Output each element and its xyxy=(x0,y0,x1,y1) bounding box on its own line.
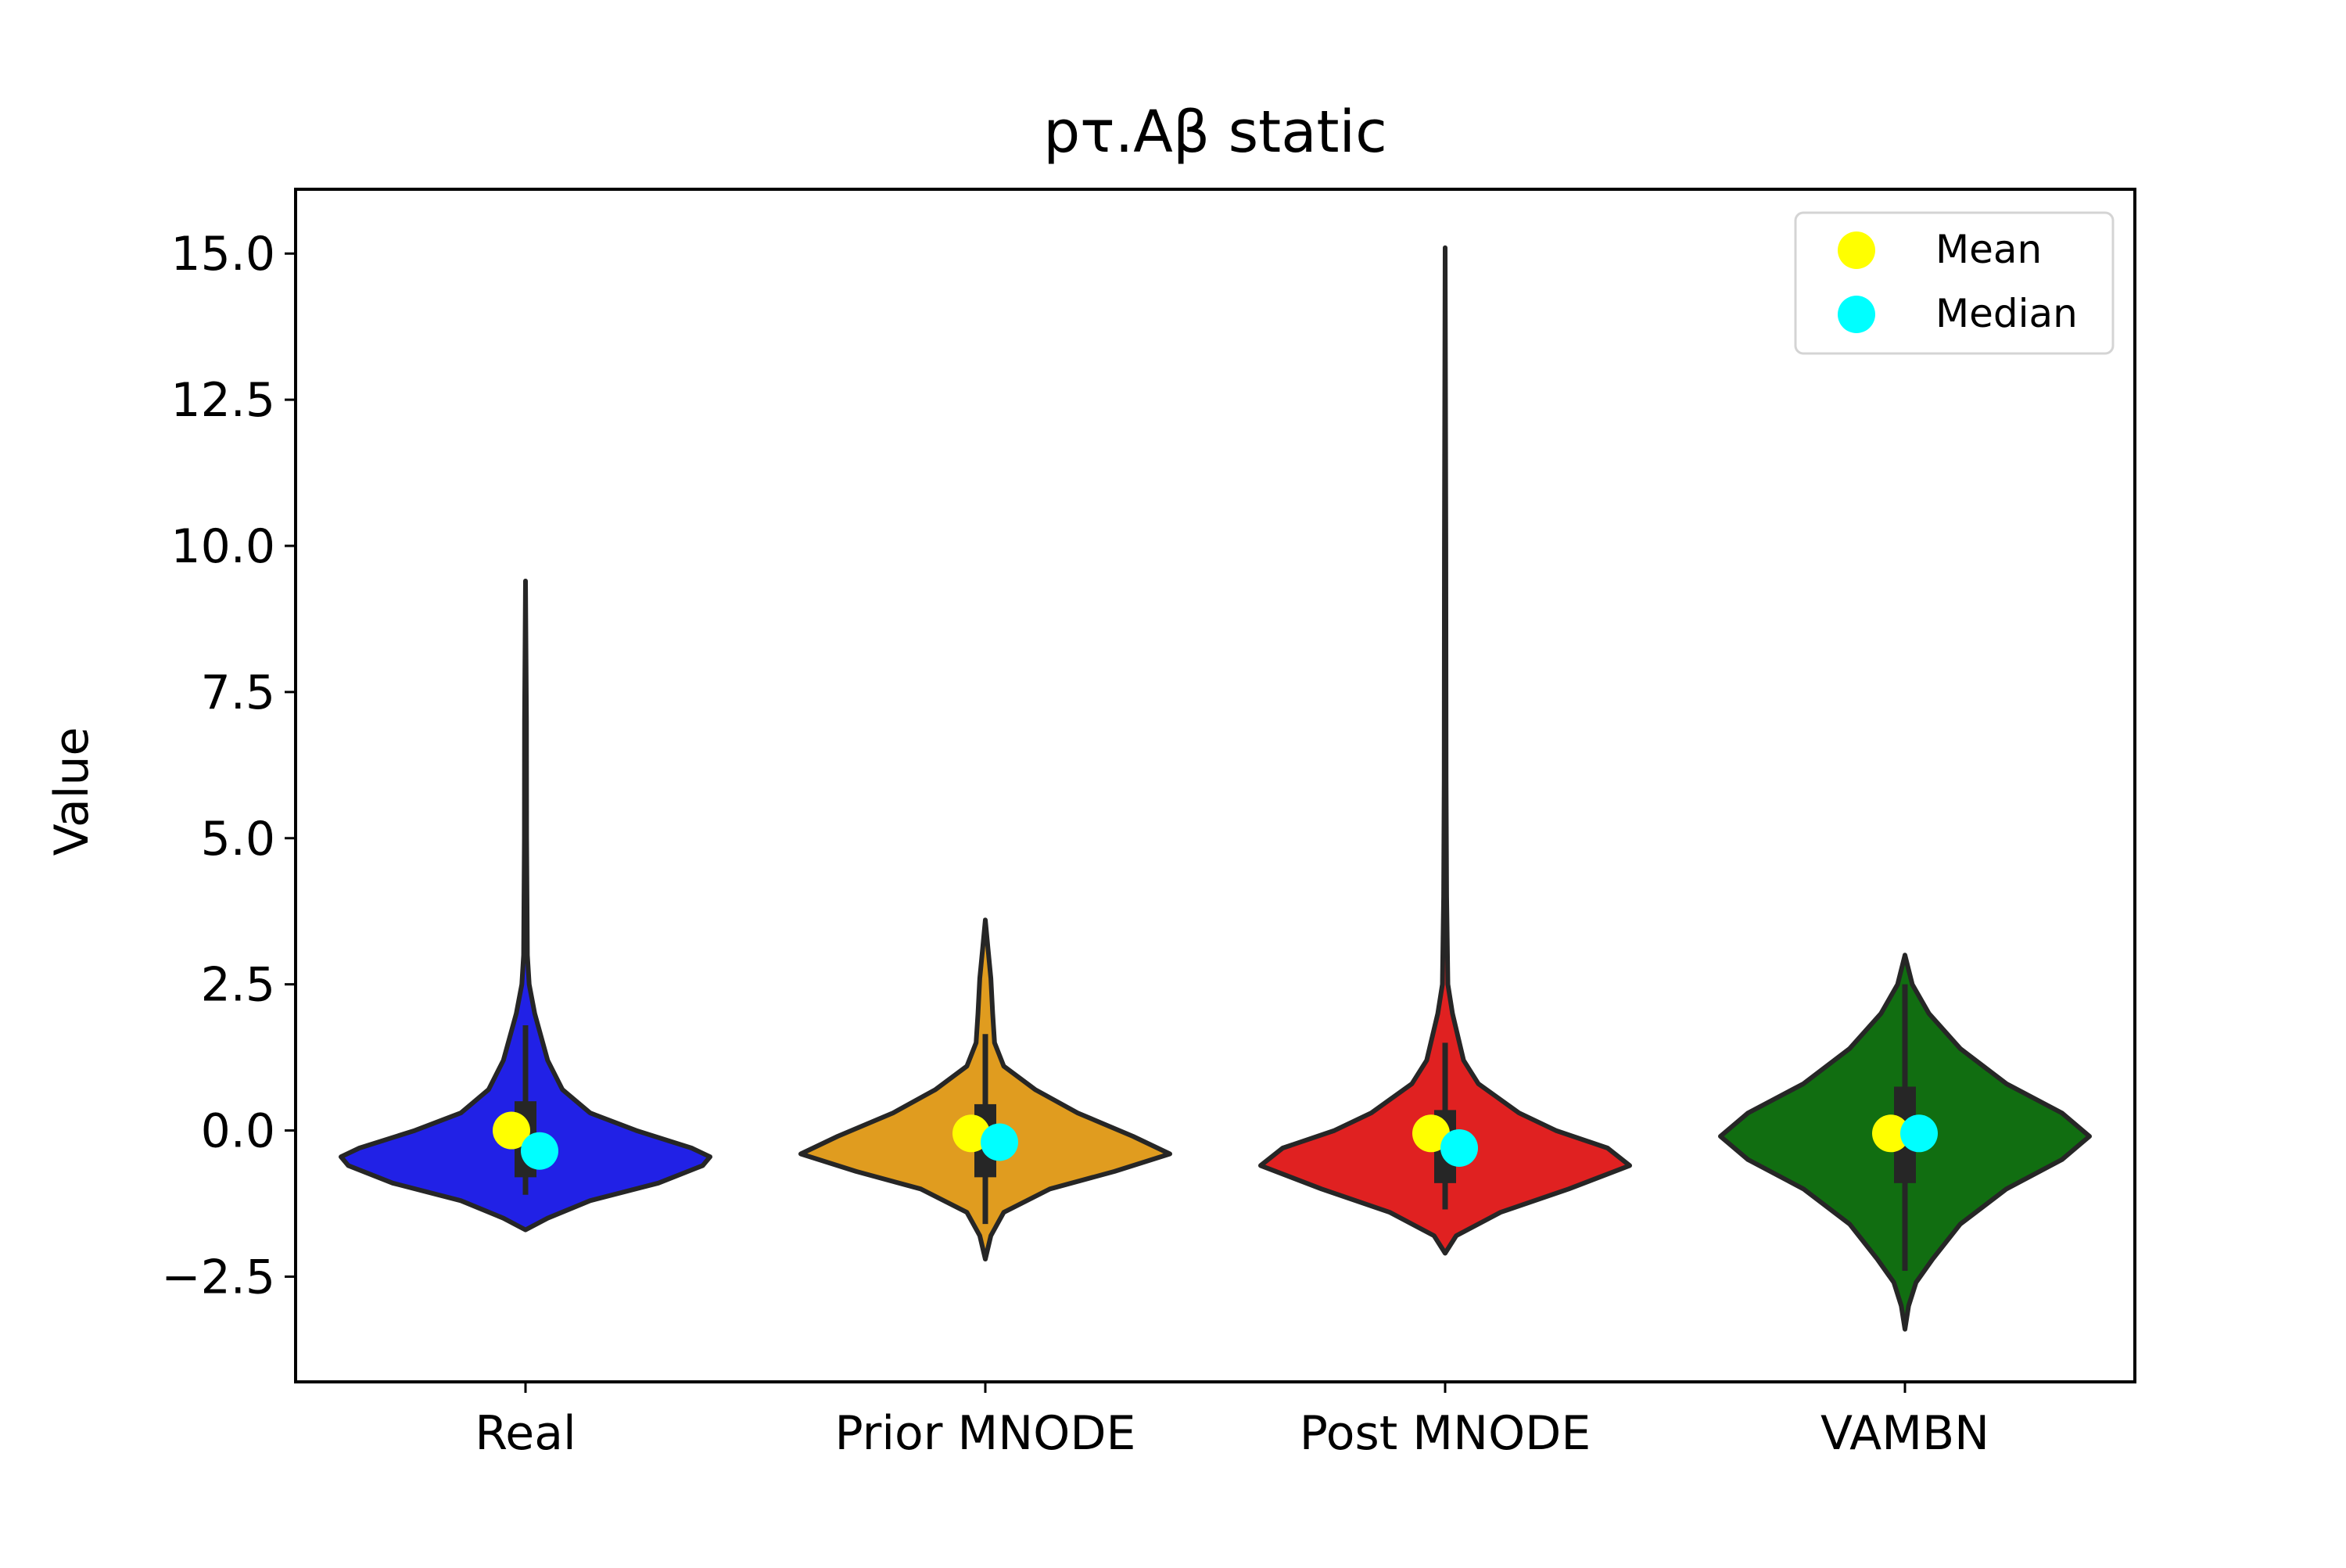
median-marker xyxy=(521,1132,558,1170)
mean-marker xyxy=(493,1111,530,1150)
x-tick-label: Prior MNODE xyxy=(835,1406,1136,1461)
legend-median-marker xyxy=(1838,296,1875,333)
y-tick-label: 0.0 xyxy=(201,1104,275,1159)
y-tick-label: 5.0 xyxy=(201,812,275,867)
legend: Mean Median xyxy=(1794,211,2115,355)
y-tick-label: −2.5 xyxy=(161,1250,275,1304)
x-tick-label: Real xyxy=(475,1406,576,1461)
x-tick-label: VAMBN xyxy=(1820,1406,1989,1461)
x-axis: Real Prior MNODE Post MNODE VAMBN xyxy=(475,1382,1989,1461)
chart-title: pτ.Aβ static xyxy=(1043,99,1387,166)
y-tick-label: 15.0 xyxy=(170,227,275,282)
legend-mean-label: Mean xyxy=(1935,227,2042,272)
median-marker xyxy=(1900,1114,1938,1153)
legend-mean-marker xyxy=(1838,231,1875,269)
y-axis-label: Value xyxy=(45,727,99,856)
violin-body xyxy=(339,578,712,1233)
legend-median-label: Median xyxy=(1935,291,2078,336)
x-tick-label: Post MNODE xyxy=(1300,1406,1591,1461)
plot-frame xyxy=(294,188,2136,1383)
y-tick-label: 2.5 xyxy=(201,958,275,1013)
violin-body xyxy=(1258,245,1632,1256)
median-marker xyxy=(981,1123,1018,1161)
mean-marker xyxy=(1412,1114,1450,1153)
markers-group xyxy=(493,1111,1938,1170)
y-tick-label: 12.5 xyxy=(170,373,275,428)
mean-marker xyxy=(1872,1114,1910,1153)
violins-group xyxy=(339,245,2092,1332)
median-marker xyxy=(1440,1128,1478,1167)
y-tick-label: 7.5 xyxy=(201,666,275,720)
y-axis: −2.5 0.0 2.5 5.0 7.5 10.0 12.5 15.0 xyxy=(161,227,296,1304)
mean-marker xyxy=(952,1114,990,1153)
y-tick-label: 10.0 xyxy=(170,519,275,574)
